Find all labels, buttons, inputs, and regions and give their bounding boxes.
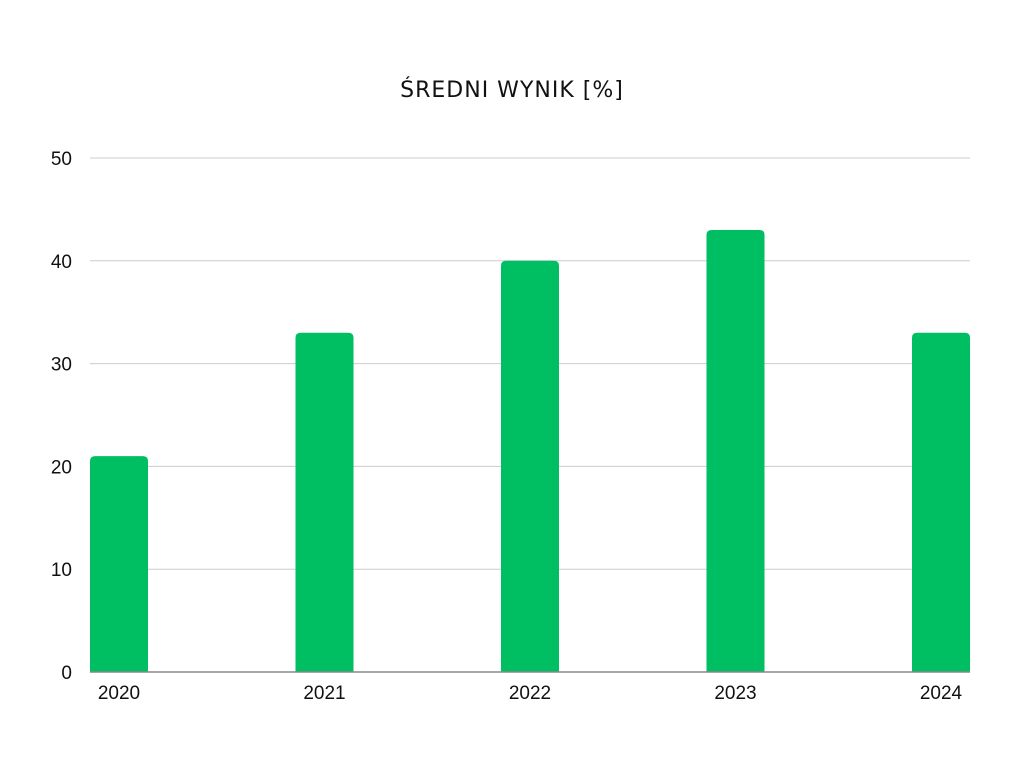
y-tick-label: 0 [61,663,72,684]
y-tick-label: 30 [51,355,72,376]
x-tick-label: 2022 [509,683,551,704]
y-tick-label: 40 [51,252,72,273]
x-tick-label: 2021 [303,683,345,704]
bar-2021 [295,332,354,672]
chart-title: ŚREDNI WYNIK [%] [400,78,624,103]
bar-2023 [706,229,765,672]
bar-2022 [501,260,559,672]
y-tick-label: 50 [51,149,72,170]
bar-2020 [90,456,148,672]
bars [90,229,970,672]
y-tick-labels: 0 10 20 30 40 50 [51,149,72,684]
x-tick-label: 2023 [714,683,756,704]
y-tick-label: 10 [51,560,72,581]
bar-2024 [912,332,970,672]
x-tick-labels: 2020 2021 2022 2023 2024 [98,683,963,704]
y-tick-label: 20 [51,457,72,478]
x-tick-label: 2020 [98,683,140,704]
x-tick-label: 2024 [920,683,963,704]
